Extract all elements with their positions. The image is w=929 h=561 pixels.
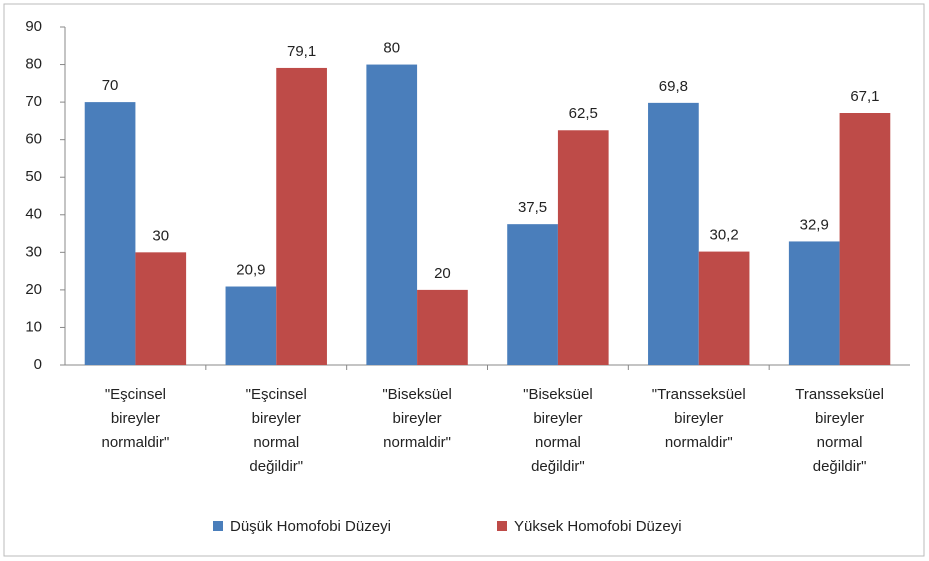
data-label: 80	[383, 40, 400, 57]
y-tick-label: 0	[34, 356, 42, 373]
data-label: 79,1	[287, 43, 316, 60]
x-tick-label-line: normaldir"	[383, 434, 451, 451]
y-tick-label: 20	[25, 281, 42, 298]
data-label: 30,2	[709, 227, 738, 244]
x-tick-label: "Biseksüel bireyler normal değildir"	[523, 386, 593, 475]
data-label: 67,1	[850, 88, 879, 105]
data-label: 69,8	[659, 78, 688, 95]
bar	[276, 67, 327, 366]
data-label: 37,5	[518, 199, 547, 216]
bar	[225, 286, 277, 365]
x-tick-label: "Biseksüel bireyler normaldir"	[382, 386, 452, 451]
x-tick-label-line: bireyler	[674, 410, 723, 427]
x-tick-label-line: değildir"	[531, 458, 585, 475]
y-tick-label: 80	[25, 56, 42, 73]
bar	[839, 113, 891, 365]
x-tick-label: "Transseksüel bireyler normaldir"	[652, 386, 746, 451]
y-tick-label: 60	[25, 131, 42, 148]
y-tick-label: 50	[25, 168, 42, 185]
bar	[135, 252, 187, 365]
data-label: 32,9	[800, 216, 829, 233]
x-tick-label: Transseksüel bireyler normal değildir"	[795, 386, 884, 475]
legend-label: Düşük Homofobi Düzeyi	[230, 518, 391, 535]
bar	[507, 224, 558, 365]
x-tick-label: "Eşcinsel bireyler normaldir"	[101, 386, 169, 451]
y-tick-label: 90	[25, 18, 42, 35]
x-tick-label-line: normaldir"	[665, 434, 733, 451]
x-tick-label-line: "Eşcinsel	[246, 386, 307, 403]
legend-label: Yüksek Homofobi Düzeyi	[514, 518, 682, 535]
bar	[648, 102, 699, 366]
data-label: 62,5	[569, 105, 598, 122]
x-tick-label-line: normal	[817, 434, 863, 451]
bar	[698, 251, 750, 365]
x-tick-label-line: bireyler	[252, 410, 301, 427]
y-tick-label: 10	[25, 318, 42, 335]
x-tick-label-line: "Biseksüel	[382, 386, 452, 403]
y-tick-label: 40	[25, 206, 42, 223]
bar	[557, 130, 609, 365]
data-label: 70	[102, 77, 119, 94]
x-tick-label-line: bireyler	[533, 410, 582, 427]
y-tick-label: 70	[25, 93, 42, 110]
x-tick-label-line: normal	[535, 434, 581, 451]
x-tick-label-line: "Biseksüel	[523, 386, 593, 403]
y-tick-label: 30	[25, 243, 42, 260]
x-tick-label-line: bireyler	[392, 410, 441, 427]
x-tick-label-line: normaldir"	[101, 434, 169, 451]
data-label: 20	[434, 265, 451, 282]
x-tick-label-line: "Eşcinsel	[105, 386, 166, 403]
x-tick-label: "Eşcinsel bireyler normal değildir"	[246, 386, 307, 475]
x-tick-label-line: normal	[253, 434, 299, 451]
legend-swatch	[213, 521, 223, 531]
bar	[84, 102, 136, 365]
bar	[366, 64, 418, 366]
bar	[417, 289, 468, 365]
data-label: 30	[152, 227, 169, 244]
x-tick-label-line: değildir"	[249, 458, 303, 475]
x-tick-label-line: "Transseksüel	[652, 386, 746, 403]
legend-swatch	[497, 521, 507, 531]
bar	[788, 241, 840, 365]
x-tick-label-line: bireyler	[111, 410, 160, 427]
x-tick-label-line: değildir"	[813, 458, 867, 475]
x-tick-label-line: Transseksüel	[795, 386, 884, 403]
x-tick-label-line: bireyler	[815, 410, 864, 427]
data-label: 20,9	[236, 261, 265, 278]
